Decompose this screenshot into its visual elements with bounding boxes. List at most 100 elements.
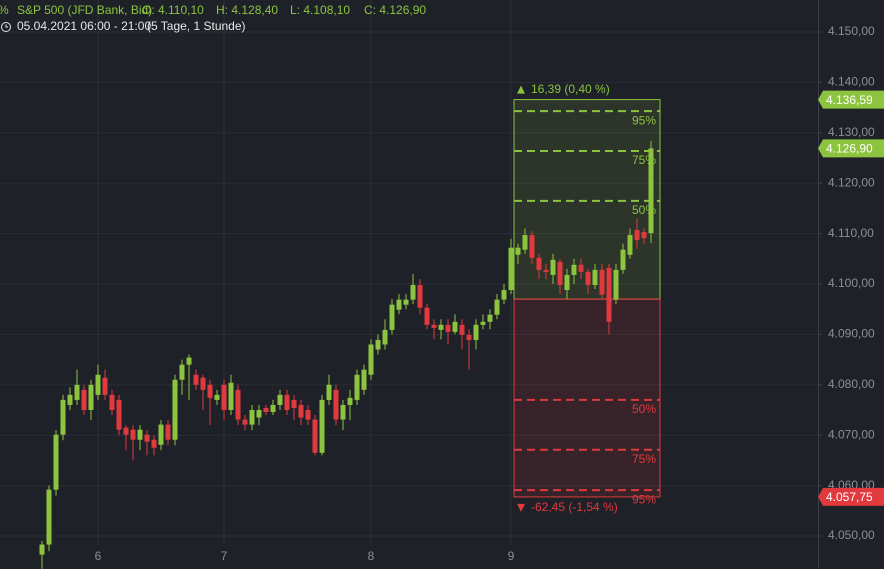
y-tick-label: 4.080,00 <box>828 377 875 391</box>
level-label: 95% <box>632 113 656 127</box>
candle-body <box>613 269 619 300</box>
candle-body <box>459 324 465 335</box>
candle-body <box>333 389 339 420</box>
up-label: 16,39 (0,40 %) <box>531 82 610 96</box>
candle-body <box>144 434 150 442</box>
candle-body <box>130 429 136 440</box>
y-tick-label: 4.120,00 <box>828 175 875 189</box>
y-tick-label: 4.140,00 <box>828 75 875 89</box>
candle-body <box>641 232 647 239</box>
candle-body <box>634 230 640 241</box>
candle-body <box>95 374 101 395</box>
candle-body <box>620 249 626 270</box>
candle-body <box>368 344 374 375</box>
price-tag-label: 4.057,75 <box>826 490 873 504</box>
candle-body <box>599 269 605 295</box>
candle-body <box>186 357 192 365</box>
candle-body <box>74 384 80 400</box>
candle-body <box>158 424 164 445</box>
candle-body <box>445 324 451 332</box>
candle-body <box>270 404 276 413</box>
percent-icon: % <box>0 3 9 17</box>
candle-body <box>109 394 115 410</box>
candle-body <box>396 299 402 310</box>
y-tick-label: 4.150,00 <box>828 24 875 38</box>
down-arrow <box>517 503 525 512</box>
candle-body <box>578 264 584 272</box>
candle-body <box>375 339 381 350</box>
candle-body <box>480 321 486 325</box>
x-tick-label: 9 <box>508 549 515 563</box>
y-axis: 4.050,004.060,004.070,004.080,004.090,00… <box>95 24 884 563</box>
level-label: 95% <box>632 492 656 506</box>
candle-body <box>207 384 213 398</box>
y-tick-label: 4.090,00 <box>828 327 875 341</box>
candle-body <box>298 404 304 418</box>
period: 05.04.2021 06:00 - 21:00 <box>17 19 151 33</box>
down-label: -62,45 (-1,54 %) <box>531 500 618 514</box>
candle-body <box>165 424 171 440</box>
candle-body <box>256 409 262 418</box>
candle-body <box>172 379 178 440</box>
level-label: 75% <box>632 452 656 466</box>
high-value: H: 4.128,40 <box>216 3 278 17</box>
range: (5 Tage, 1 Stunde) <box>147 19 246 33</box>
candle-body <box>627 235 633 255</box>
grid <box>0 0 818 545</box>
candle-body <box>291 399 297 408</box>
candle-body <box>606 267 612 322</box>
candle-body <box>648 148 654 234</box>
candle-body <box>263 407 269 413</box>
candle-body <box>389 304 395 330</box>
candle-body <box>284 394 290 410</box>
candle-body <box>452 321 458 332</box>
candles <box>39 140 654 569</box>
candle-body <box>305 409 311 420</box>
up-arrow <box>517 85 525 94</box>
candle-body <box>403 299 409 305</box>
candle-body <box>585 271 591 286</box>
low-value: L: 4.108,10 <box>290 3 350 17</box>
candle-body <box>221 384 227 410</box>
candle-body <box>200 377 206 390</box>
price-tag-label: 4.126,90 <box>826 142 873 156</box>
candle-body <box>46 489 52 545</box>
y-tick-label: 4.130,00 <box>828 125 875 139</box>
candle-body <box>340 404 346 420</box>
candle-body <box>228 382 234 410</box>
candle-body <box>550 259 556 275</box>
candle-body <box>424 307 430 325</box>
candle-body <box>347 397 353 405</box>
candle-body <box>536 257 542 270</box>
candle-body <box>557 261 563 286</box>
candle-body <box>53 434 59 490</box>
price-tag <box>818 487 884 506</box>
candle-body <box>326 384 332 400</box>
price-tag <box>818 139 884 158</box>
candle-body <box>102 377 108 395</box>
projection: 95%75%50%50%75%95%16,39 (0,40 %)-62,45 (… <box>513 82 661 514</box>
candle-body <box>410 285 416 300</box>
close-value: C: 4.126,90 <box>364 3 426 17</box>
candle-body <box>515 247 521 255</box>
candle-body <box>354 374 360 400</box>
candle-body <box>88 384 94 410</box>
candle-body <box>522 235 528 250</box>
candle-body <box>151 439 157 448</box>
candle-body <box>60 399 66 435</box>
candle-body <box>319 399 325 453</box>
open-value: O: 4.110,10 <box>142 3 204 17</box>
candle-body <box>193 374 199 385</box>
candle-body <box>592 269 598 286</box>
candle-body <box>116 399 122 430</box>
y-tick-label: 4.100,00 <box>828 276 875 290</box>
candle-body <box>277 394 283 405</box>
candle-body <box>501 290 507 300</box>
price-tag <box>818 90 884 109</box>
candle-body <box>235 389 241 420</box>
candle-body <box>508 247 514 291</box>
reward-zone <box>513 99 661 300</box>
